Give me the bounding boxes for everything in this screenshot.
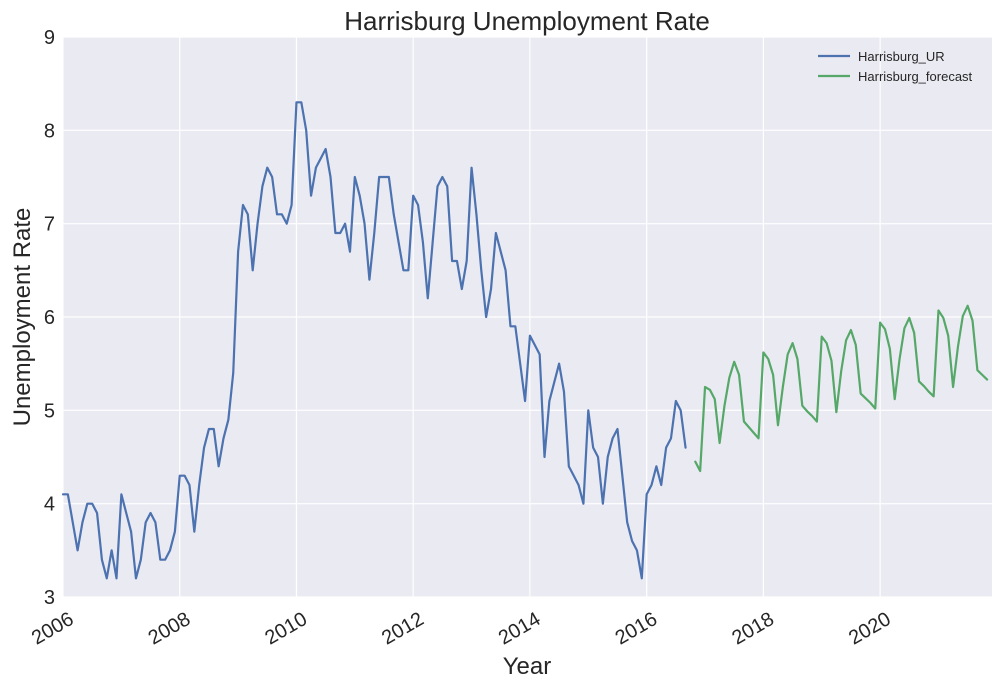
x-tick-label: 2014 bbox=[495, 608, 545, 649]
x-tick-label: 2008 bbox=[145, 608, 195, 649]
y-tick-label: 9 bbox=[44, 27, 55, 49]
legend-label: Harrisburg_forecast bbox=[858, 69, 973, 84]
x-tick-label: 2018 bbox=[728, 608, 778, 649]
y-axis-label: Unemployment Rate bbox=[9, 208, 36, 427]
series-layer bbox=[61, 101, 989, 580]
x-tick-label: 2012 bbox=[378, 608, 428, 649]
legend-label: Harrisburg_UR bbox=[858, 49, 945, 64]
x-tick-label: 2016 bbox=[612, 608, 662, 649]
y-tick-label: 6 bbox=[44, 307, 55, 329]
x-axis-label: Year bbox=[503, 653, 552, 680]
x-tick-label: 2020 bbox=[845, 608, 895, 649]
y-tick-label: 7 bbox=[44, 214, 55, 236]
legend: Harrisburg_UR Harrisburg_forecast bbox=[818, 49, 973, 84]
x-tick-label: 2010 bbox=[261, 608, 311, 649]
y-tick-label: 3 bbox=[44, 587, 55, 609]
y-tick-label: 8 bbox=[44, 120, 55, 142]
x-tick-label: 2006 bbox=[28, 608, 78, 649]
x-tick-labels: 2006 2008 2010 2012 2014 2016 2018 2020 bbox=[28, 608, 895, 649]
series-line-harrisburg-forecast bbox=[694, 304, 989, 473]
grid-lines bbox=[62, 36, 992, 598]
y-tick-label: 4 bbox=[44, 494, 55, 516]
y-tick-label: 5 bbox=[44, 400, 55, 422]
y-tick-labels: 3 4 5 6 7 8 9 bbox=[44, 27, 55, 609]
series-line-harrisburg-ur bbox=[61, 101, 687, 580]
chart-title: Harrisburg Unemployment Rate bbox=[344, 6, 710, 36]
